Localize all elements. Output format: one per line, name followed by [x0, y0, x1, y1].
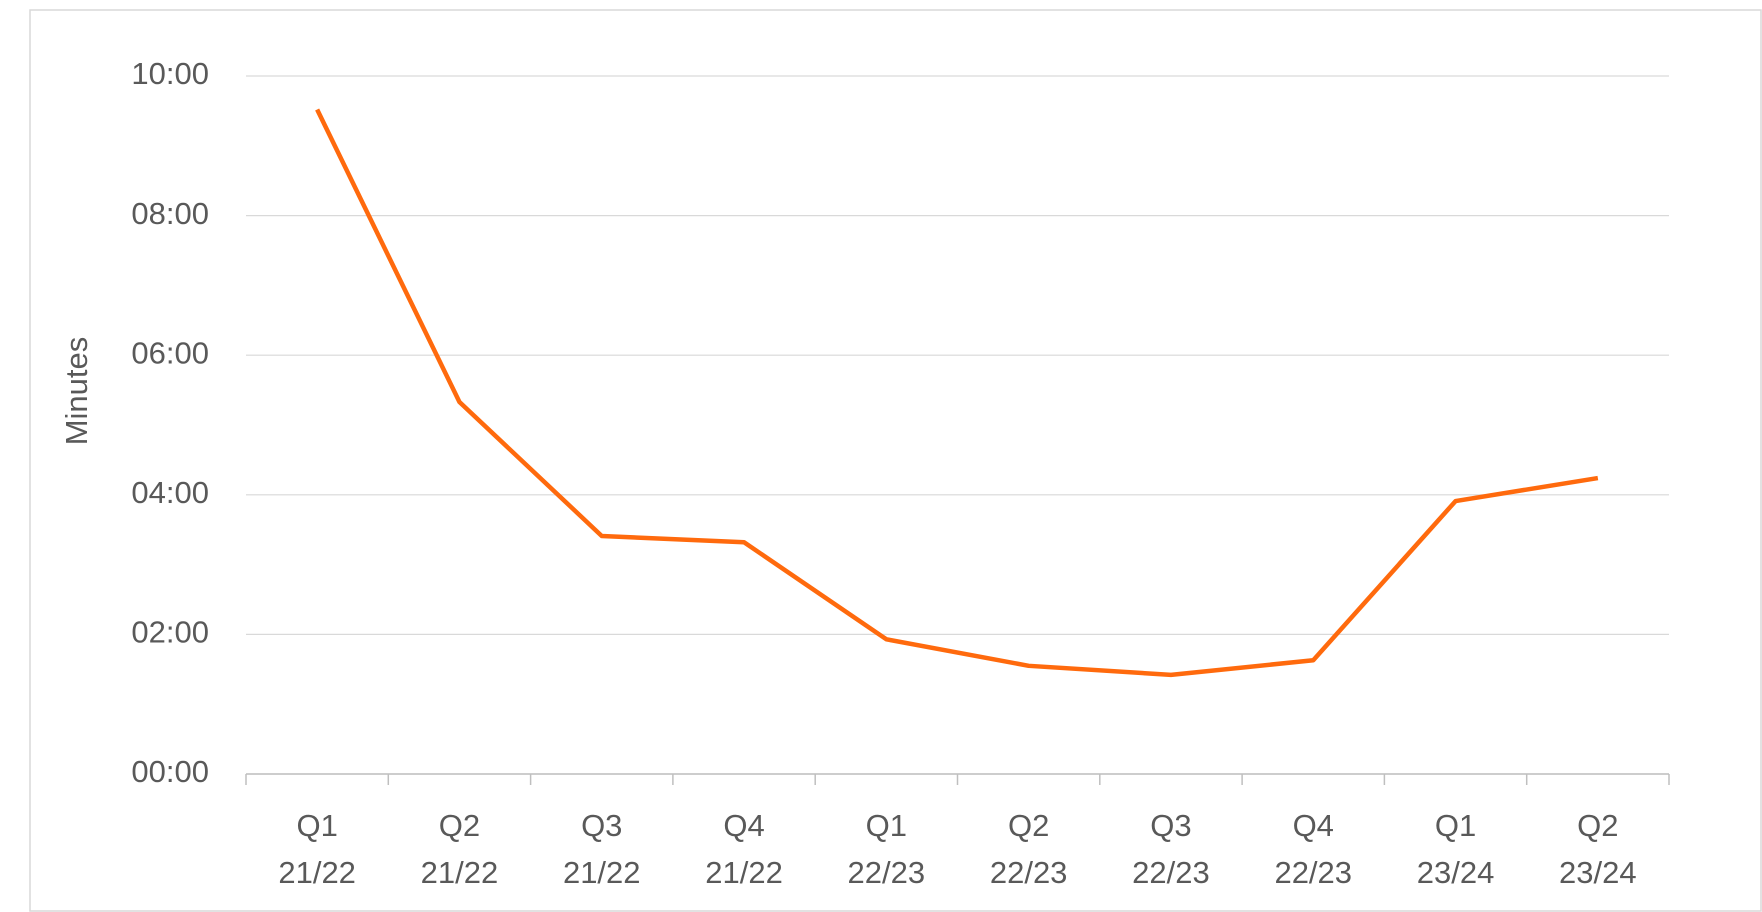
- chart-frame: [29, 9, 1762, 912]
- x-tick-label: Q1 22/23: [847, 808, 926, 890]
- y-tick-label: 02:00: [131, 615, 209, 650]
- y-tick-label: 10:00: [131, 56, 209, 91]
- y-tick-label: 00:00: [131, 754, 209, 789]
- data-line: [315, 108, 1599, 678]
- y-tick-label: 08:00: [131, 196, 209, 231]
- x-tick-label: Q2 22/23: [989, 808, 1068, 890]
- y-tick-label: 04:00: [131, 475, 209, 510]
- x-tick-label: Q1 23/24: [1416, 808, 1495, 890]
- x-tick-label: Q4 22/23: [1274, 808, 1353, 890]
- x-tick-label: Q2 21/22: [420, 808, 499, 890]
- x-tick-label: Q3 22/23: [1132, 808, 1210, 890]
- x-tick-label: Q3 21/22: [562, 808, 641, 890]
- y-axis-label: Minutes: [59, 337, 94, 446]
- y-tick-label: 06:00: [131, 335, 209, 370]
- x-tick-label: Q4 21/22: [705, 808, 783, 890]
- x-tick-label: Q2 23/24: [1559, 808, 1637, 890]
- x-tick-label: Q1 21/22: [278, 808, 356, 890]
